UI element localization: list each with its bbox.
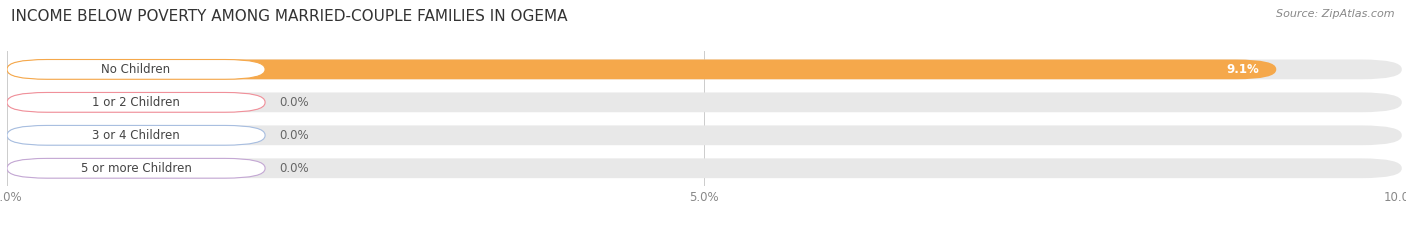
FancyBboxPatch shape: [7, 125, 266, 145]
FancyBboxPatch shape: [7, 158, 1402, 178]
Text: Source: ZipAtlas.com: Source: ZipAtlas.com: [1277, 9, 1395, 19]
FancyBboxPatch shape: [7, 93, 266, 112]
Text: 3 or 4 Children: 3 or 4 Children: [93, 129, 180, 142]
FancyBboxPatch shape: [7, 125, 266, 145]
Text: 9.1%: 9.1%: [1227, 63, 1260, 76]
FancyBboxPatch shape: [7, 93, 1402, 112]
FancyBboxPatch shape: [7, 93, 266, 112]
Text: 0.0%: 0.0%: [278, 96, 309, 109]
Text: 0.0%: 0.0%: [278, 162, 309, 175]
FancyBboxPatch shape: [7, 59, 1277, 79]
FancyBboxPatch shape: [7, 158, 266, 178]
Text: 5 or more Children: 5 or more Children: [80, 162, 191, 175]
Text: 1 or 2 Children: 1 or 2 Children: [93, 96, 180, 109]
Text: INCOME BELOW POVERTY AMONG MARRIED-COUPLE FAMILIES IN OGEMA: INCOME BELOW POVERTY AMONG MARRIED-COUPL…: [11, 9, 568, 24]
Text: No Children: No Children: [101, 63, 170, 76]
FancyBboxPatch shape: [7, 59, 266, 79]
FancyBboxPatch shape: [7, 125, 1402, 145]
FancyBboxPatch shape: [7, 59, 1402, 79]
FancyBboxPatch shape: [7, 158, 266, 178]
Text: 0.0%: 0.0%: [278, 129, 309, 142]
